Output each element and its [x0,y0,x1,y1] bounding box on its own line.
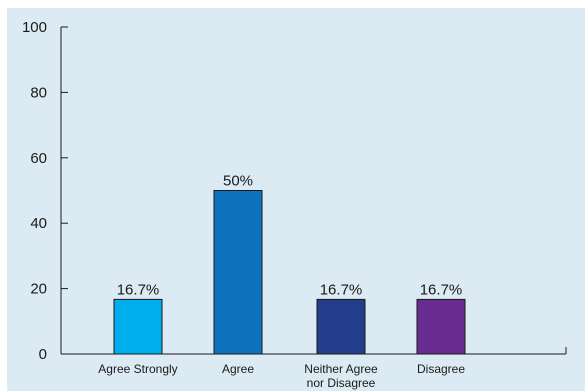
category-label: Disagree [417,362,465,376]
y-tick-label: 20 [30,281,47,298]
bar [213,190,263,355]
labels: 16.7% Agree Strongly 50% Agree 16.7% Neither … [98,173,465,391]
data-label: 16.7% [420,281,463,298]
category-label: Neither Agree [304,362,378,376]
bar [316,298,366,355]
y-tick-label: 100 [22,19,47,36]
category-label: nor Disagree [307,376,376,390]
bar [416,298,466,355]
y-tick-label: 40 [30,215,47,232]
y-tick-label: 60 [30,150,47,167]
y-tick-label: 80 [30,84,47,101]
data-label: 16.7% [320,281,363,298]
data-label: 50% [223,173,253,190]
plot-background [7,8,585,391]
bar [113,298,163,355]
bars [113,190,466,355]
category-label: Agree Strongly [98,362,177,376]
category-label: Agree [222,362,254,376]
data-label: 16.7% [117,281,160,298]
y-tick-label: 0 [39,346,47,363]
